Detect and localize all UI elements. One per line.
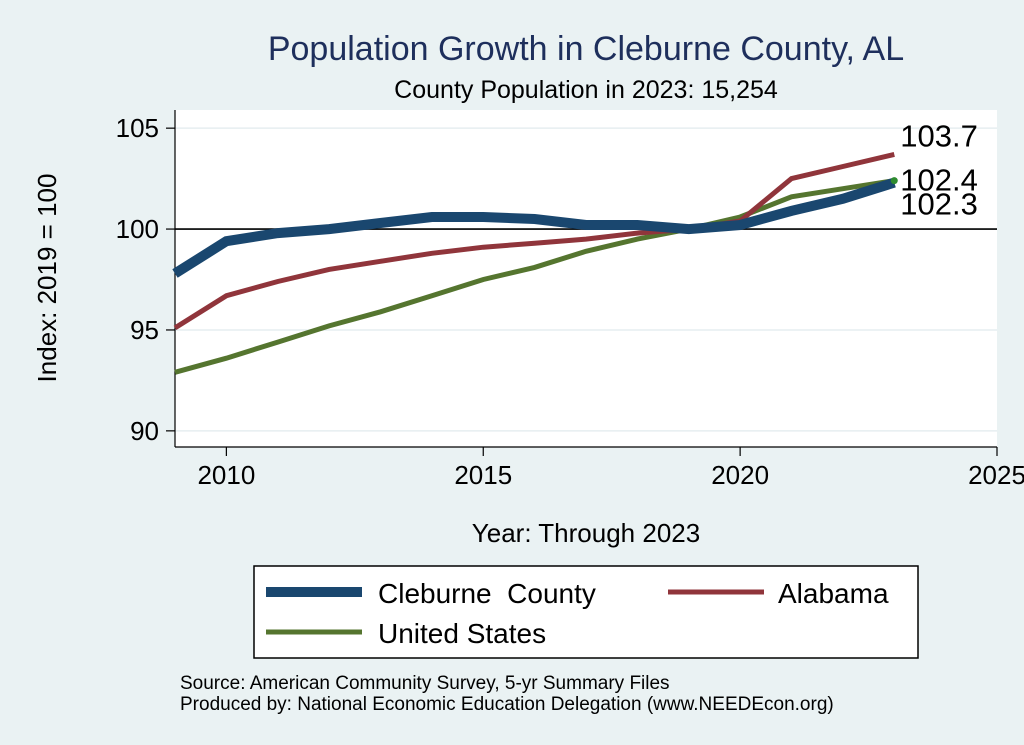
produced-by-note: Produced by: National Economic Education… [180, 694, 834, 715]
series-lines [172, 151, 898, 375]
source-note: Source: American Community Survey, 5-yr … [180, 673, 670, 694]
us-endpoint-dot [890, 177, 898, 185]
chart-title: Population Growth in Cleburne County, AL [268, 30, 904, 68]
series-line-united-states [174, 178, 895, 375]
legend-label-united-states: United States [378, 618, 546, 649]
y-tick-label-105: 105 [116, 113, 159, 143]
y-tick-label-95: 95 [130, 315, 159, 345]
y-tick-label-100: 100 [116, 214, 159, 244]
x-tick-label-2010: 2010 [197, 460, 255, 490]
end-label-cleburne-county: 102.3 [900, 187, 978, 222]
x-tick-label-2015: 2015 [454, 460, 512, 490]
plot-area [175, 110, 997, 447]
end-labels: 102.3 103.7 102.4 [900, 118, 978, 221]
x-tick-label-2025: 2025 [968, 460, 1024, 490]
end-label-united-states: 102.4 [900, 163, 978, 198]
y-tick-label-90: 90 [130, 416, 159, 446]
series-line-alabama [173, 151, 895, 331]
end-label-alabama: 103.7 [900, 118, 978, 153]
legend: Cleburne County Alabama United States [266, 578, 889, 649]
legend-label-alabama: Alabama [778, 578, 889, 609]
series-line-cleburne-county [172, 177, 896, 278]
legend-box [253, 565, 919, 659]
x-axis-title: Year: Through 2023 [472, 518, 700, 548]
legend-label-cleburne-county: Cleburne County [378, 578, 596, 609]
x-tick-label-2020: 2020 [711, 460, 769, 490]
chart-subtitle: County Population in 2023: 15,254 [394, 76, 778, 104]
y-axis-title: Index: 2019 = 100 [32, 174, 62, 383]
